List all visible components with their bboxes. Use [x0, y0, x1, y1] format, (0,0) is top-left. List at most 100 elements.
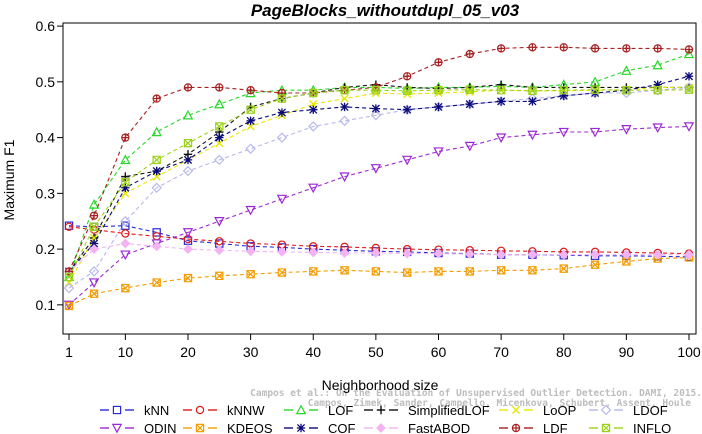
data-point	[622, 44, 631, 53]
data-point	[370, 110, 382, 121]
data-point	[215, 237, 224, 246]
data-point	[246, 269, 255, 279]
data-point	[465, 49, 475, 59]
data-point	[402, 86, 412, 95]
data-point	[683, 48, 695, 59]
data-point	[245, 205, 256, 216]
data-point	[120, 154, 131, 165]
watermark-line2: Campos, Zimek, Sander, Campello, Micenko…	[308, 398, 691, 409]
data-point	[684, 85, 694, 94]
data-point	[559, 264, 568, 273]
data-point	[465, 267, 475, 276]
x-axis-label: Neighborhood size	[322, 377, 439, 393]
data-point	[246, 105, 255, 114]
legend-item-ldof: LDOF	[589, 403, 668, 418]
plot-area-frame	[62, 22, 697, 335]
x-tick-label: 20	[180, 344, 196, 360]
legend-item-lof: LOF	[284, 403, 353, 418]
data-point	[684, 45, 694, 54]
series-line-ldf	[68, 46, 690, 272]
y-tick-label: 0.3	[36, 185, 56, 201]
data-point	[307, 121, 319, 132]
data-point	[215, 122, 224, 131]
data-point	[621, 65, 632, 75]
legend-marker	[511, 405, 521, 415]
data-point	[182, 228, 194, 238]
legend-label: kNN	[144, 403, 169, 418]
data-point	[88, 199, 100, 209]
legend-label: LoOP	[543, 403, 576, 418]
series-kdeos	[64, 253, 694, 311]
data-point	[433, 147, 444, 158]
data-point	[653, 80, 662, 89]
y-axis: 0.1 0.2 0.3 0.4 0.5 0.6	[36, 18, 63, 313]
series-line-knnw	[68, 226, 690, 255]
data-point	[528, 43, 537, 52]
data-point	[63, 282, 75, 294]
legend-item-knn: kNN	[100, 403, 169, 418]
data-point	[340, 266, 349, 275]
data-point	[88, 266, 100, 277]
legend-marker	[376, 423, 386, 433]
x-tick-label: 70	[493, 344, 509, 360]
x-tick-label: 30	[243, 344, 259, 360]
data-point	[589, 87, 601, 99]
data-point	[496, 266, 506, 275]
data-point	[183, 155, 193, 165]
data-point	[183, 273, 193, 283]
data-point	[433, 248, 444, 259]
data-point	[434, 58, 443, 67]
data-point	[528, 266, 537, 275]
data-point	[465, 99, 475, 109]
data-point	[621, 125, 632, 135]
series-odin	[63, 122, 695, 311]
data-point	[340, 94, 349, 103]
data-point	[496, 44, 506, 53]
data-point	[621, 87, 632, 99]
legend-marker	[296, 423, 306, 433]
data-point	[214, 98, 225, 109]
data-point	[684, 249, 694, 260]
data-point	[121, 172, 130, 181]
data-point	[276, 194, 288, 205]
data-point	[528, 97, 537, 106]
legend-item-odin: ODIN	[100, 421, 177, 434]
data-point	[309, 88, 318, 98]
data-point	[152, 155, 161, 165]
y-tick-label: 0.1	[36, 297, 56, 313]
watermark-line1: Campos et al.: On the Evaluation of Unsu…	[250, 388, 702, 399]
data-point	[89, 239, 99, 248]
legend-marker	[195, 405, 205, 415]
data-point	[214, 245, 225, 256]
data-point	[590, 44, 600, 53]
y-tick-label: 0.4	[36, 130, 56, 146]
data-point	[120, 250, 131, 261]
data-point	[402, 268, 412, 277]
data-point	[339, 248, 350, 258]
data-point	[121, 229, 130, 238]
data-point	[121, 283, 130, 293]
data-point	[590, 260, 600, 269]
legend-marker	[195, 423, 205, 433]
data-point	[88, 278, 100, 289]
legend-item-simplifiedlof: SimplifiedLOF	[364, 403, 490, 418]
legend-marker	[112, 405, 122, 415]
x-tick-label: 10	[118, 344, 134, 360]
data-point	[370, 248, 381, 258]
data-point	[151, 182, 162, 194]
x-tick-label: 100	[677, 344, 701, 360]
legend-item-fastabod: FastABOD	[364, 421, 470, 434]
data-point	[121, 183, 130, 192]
data-point	[246, 116, 255, 126]
data-point	[64, 272, 74, 282]
chart-title: PageBlocks_withoutdupl_05_v03	[251, 1, 520, 20]
data-point	[371, 86, 381, 95]
data-point	[589, 127, 601, 138]
data-point	[340, 102, 349, 112]
data-point	[683, 122, 695, 132]
data-point	[496, 249, 507, 260]
data-point	[121, 221, 130, 230]
series-ldof	[63, 82, 695, 294]
data-point	[558, 127, 569, 138]
series-line-kdeos	[68, 256, 690, 307]
